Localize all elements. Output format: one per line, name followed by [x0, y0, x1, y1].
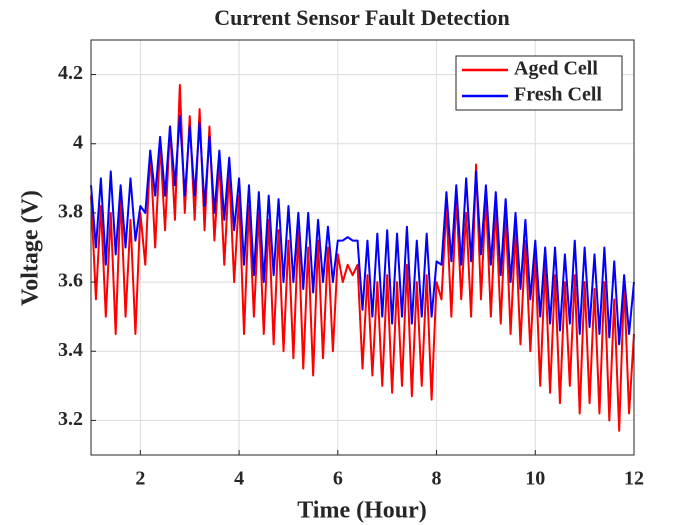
- x-axis-label: Time (Hour): [297, 498, 427, 524]
- ticks: 2 4 6 8 10 12 3.2 3.4 3.6 3.8 4 4.2: [58, 62, 644, 489]
- x-tick-label: 10: [525, 468, 545, 490]
- legend-label: Fresh Cell: [514, 84, 602, 106]
- x-tick-label: 12: [624, 468, 644, 490]
- x-tick-label: 8: [432, 468, 442, 490]
- x-tick-label: 6: [333, 468, 343, 490]
- y-axis-label: Voltage (V): [18, 190, 44, 306]
- y-tick-label: 3.8: [58, 201, 83, 223]
- lines: [90, 83, 635, 432]
- x-tick-label: 4: [234, 468, 244, 490]
- data-line: [90, 115, 635, 346]
- y-tick-label: 3.2: [58, 408, 83, 430]
- chart-title: Current Sensor Fault Detection: [214, 5, 510, 30]
- y-tick-label: 3.4: [58, 339, 83, 361]
- legend: Aged Cell Fresh Cell: [455, 55, 623, 111]
- y-tick-label: 3.6: [58, 270, 83, 292]
- y-tick-label: 4.2: [58, 62, 83, 84]
- legend-label: Aged Cell: [514, 58, 598, 80]
- y-tick-label: 4: [73, 131, 83, 153]
- axes-box: [90, 39, 635, 456]
- legend-box: [455, 55, 623, 111]
- x-tick-label: 2: [135, 468, 145, 490]
